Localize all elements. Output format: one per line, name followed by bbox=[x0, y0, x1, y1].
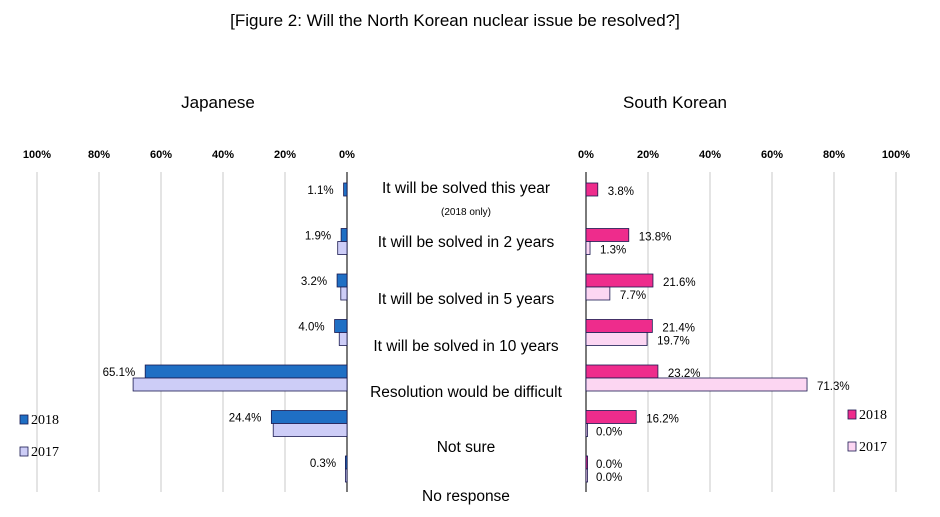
category-labels: It will be solved this year It will be so… bbox=[370, 180, 563, 505]
south-korean-bar-2017 bbox=[585, 377, 808, 392]
japanese-legend-swatch-2018 bbox=[19, 414, 29, 425]
japanese-panel: 0% 20% 40% 60% 80% 100% 1.1% 1.9% 3.2% 4.0% 65.1% 2… bbox=[19, 149, 355, 492]
south-korean-legend-swatch-2017 bbox=[847, 441, 857, 452]
south-korean-panel: 0% 20% 40% 60% 80% 100% 3.8% 13.8% 1.3% 21.6% 7.7%… bbox=[578, 149, 910, 492]
south-korean-value-label: 19.7% bbox=[657, 336, 690, 348]
japanese-bar-2017 bbox=[272, 423, 348, 437]
japanese-value-label: 1.9% bbox=[305, 231, 331, 243]
japanese-tick-label: 80% bbox=[88, 149, 110, 161]
japanese-bar-2018 bbox=[343, 182, 348, 197]
japanese-tick-label: 100% bbox=[23, 149, 51, 161]
south-korean-tick-label: 80% bbox=[823, 149, 845, 161]
south-korean-tick-label: 20% bbox=[637, 149, 659, 161]
south-korean-value-label: 13.8% bbox=[639, 232, 672, 244]
panel-title-south-korean: South Korean bbox=[623, 93, 727, 112]
south-korean-value-label: 7.7% bbox=[620, 290, 646, 302]
japanese-bar-2017 bbox=[132, 377, 348, 392]
japanese-bar-2017 bbox=[338, 332, 348, 346]
south-korean-tick-label: 40% bbox=[699, 149, 721, 161]
japanese-tick-label: 40% bbox=[212, 149, 234, 161]
south-korean-tick-label: 60% bbox=[761, 149, 783, 161]
japanese-value-label: 1.1% bbox=[307, 185, 333, 197]
japanese-bar-2017 bbox=[344, 468, 348, 483]
japanese-tick-label: 20% bbox=[274, 149, 296, 161]
japanese-legend-label-2018: 2018 bbox=[31, 413, 59, 428]
japanese-bar-2017 bbox=[337, 241, 348, 255]
category-label: Not sure bbox=[437, 439, 496, 456]
japanese-bar-2018 bbox=[344, 455, 348, 470]
japanese-bar-2018 bbox=[334, 319, 348, 333]
category-label: No response bbox=[422, 488, 510, 505]
south-korean-bar-2017 bbox=[585, 286, 611, 301]
south-korean-value-label: 21.6% bbox=[663, 277, 696, 289]
south-korean-value-label: 0.0% bbox=[596, 472, 622, 484]
south-korean-legend-label-2017: 2017 bbox=[859, 440, 887, 455]
japanese-value-label: 24.4% bbox=[229, 413, 262, 425]
south-korean-value-label: 0.0% bbox=[596, 459, 622, 471]
south-korean-bar-2018 bbox=[585, 182, 599, 197]
chart-title: [Figure 2: Will the North Korean nuclear… bbox=[230, 11, 680, 30]
south-korean-bar-2018 bbox=[585, 410, 637, 424]
category-note: (2018 only) bbox=[441, 207, 491, 218]
japanese-legend-label-2017: 2017 bbox=[31, 445, 59, 460]
south-korean-bar-2017 bbox=[585, 241, 591, 255]
south-korean-bar-2017 bbox=[585, 423, 589, 437]
category-label: It will be solved in 10 years bbox=[373, 338, 558, 355]
south-korean-value-label: 21.4% bbox=[662, 323, 695, 335]
category-label: It will be solved in 5 years bbox=[378, 291, 555, 308]
south-korean-legend-label-2018: 2018 bbox=[859, 408, 887, 423]
south-korean-tick-label: 0% bbox=[578, 149, 594, 161]
japanese-bar-2018 bbox=[336, 273, 348, 288]
south-korean-bar-2018 bbox=[585, 455, 589, 470]
japanese-bar-2018 bbox=[144, 364, 348, 379]
japanese-bar-2018 bbox=[340, 228, 348, 242]
south-korean-value-label: 3.8% bbox=[608, 186, 634, 198]
south-korean-value-label: 1.3% bbox=[600, 245, 626, 257]
category-label: Resolution would be difficult bbox=[370, 384, 563, 401]
japanese-tick-label: 60% bbox=[150, 149, 172, 161]
japanese-value-label: 0.3% bbox=[310, 458, 336, 470]
south-korean-bar-2018 bbox=[585, 228, 630, 242]
japanese-value-label: 3.2% bbox=[301, 276, 327, 288]
south-korean-value-label: 71.3% bbox=[817, 381, 850, 393]
south-korean-bar-2017 bbox=[585, 332, 648, 346]
south-korean-value-label: 0.0% bbox=[596, 427, 622, 439]
south-korean-bar-2018 bbox=[585, 364, 659, 379]
south-korean-tick-label: 100% bbox=[882, 149, 910, 161]
japanese-bar-2017 bbox=[340, 286, 348, 301]
panel-title-japanese: Japanese bbox=[181, 93, 255, 112]
category-label: It will be solved this year bbox=[382, 180, 550, 197]
category-label: It will be solved in 2 years bbox=[378, 234, 555, 251]
south-korean-bar-2018 bbox=[585, 273, 654, 288]
south-korean-value-label: 23.2% bbox=[668, 368, 701, 380]
japanese-value-label: 65.1% bbox=[103, 367, 136, 379]
japanese-value-label: 4.0% bbox=[298, 322, 324, 334]
japanese-legend-swatch-2017 bbox=[19, 446, 29, 457]
south-korean-bar-2018 bbox=[585, 319, 653, 333]
japanese-tick-label: 0% bbox=[339, 149, 355, 161]
south-korean-bar-2017 bbox=[585, 468, 589, 483]
japanese-bar-2018 bbox=[270, 410, 348, 424]
south-korean-legend-swatch-2018 bbox=[847, 409, 857, 420]
south-korean-value-label: 16.2% bbox=[646, 414, 679, 426]
